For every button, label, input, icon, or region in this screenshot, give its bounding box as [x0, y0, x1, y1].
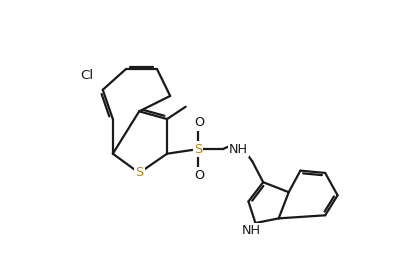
Text: O: O: [194, 169, 204, 182]
Text: NH: NH: [229, 143, 248, 156]
Text: NH: NH: [242, 224, 261, 237]
Text: Cl: Cl: [81, 69, 94, 83]
Text: S: S: [135, 166, 143, 179]
Text: O: O: [194, 116, 204, 129]
Text: S: S: [194, 143, 202, 156]
